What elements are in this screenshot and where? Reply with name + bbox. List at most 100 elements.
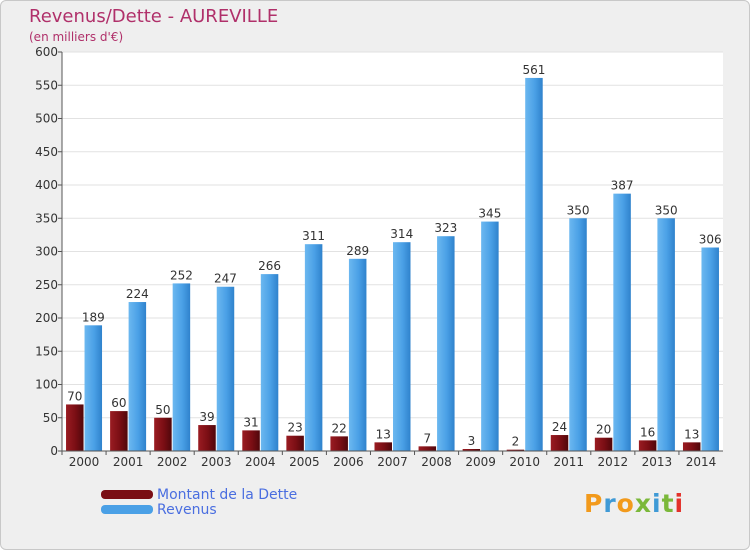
- data-label-revenue: 289: [346, 244, 369, 258]
- data-label-debt: 3: [468, 434, 476, 448]
- y-tick-label: 450: [35, 145, 58, 159]
- proxiti-logo: Proxiti: [584, 489, 685, 518]
- data-label-debt: 7: [423, 431, 431, 445]
- y-tick-label: 600: [35, 45, 58, 59]
- data-label-debt: 16: [640, 425, 655, 439]
- x-tick-label: 2014: [686, 455, 717, 469]
- legend-item-revenue: Revenus: [101, 501, 297, 518]
- bar-revenue: [128, 302, 147, 451]
- legend-label-debt: Montant de la Dette: [157, 486, 298, 503]
- y-tick-label: 100: [35, 378, 58, 392]
- data-label-debt: 50: [155, 403, 170, 417]
- bar-debt: [286, 435, 304, 451]
- bar-revenue: [525, 77, 543, 451]
- data-label-debt: 22: [332, 421, 347, 435]
- bar-debt: [506, 449, 525, 451]
- y-tick-label: 200: [35, 311, 58, 325]
- bar-debt: [594, 437, 613, 451]
- bar-debt: [638, 440, 657, 451]
- y-tick-label: 550: [35, 78, 58, 92]
- bar-revenue: [260, 274, 279, 451]
- data-label-revenue: 314: [390, 227, 413, 241]
- bar-revenue: [348, 258, 367, 451]
- bar-revenue: [701, 247, 719, 451]
- data-label-revenue: 252: [170, 268, 193, 282]
- y-tick-label: 350: [35, 211, 58, 225]
- data-label-revenue: 387: [611, 179, 634, 193]
- data-label-revenue: 189: [82, 310, 105, 324]
- bar-debt: [550, 435, 569, 451]
- data-label-debt: 20: [596, 423, 611, 437]
- bar-revenue: [481, 221, 499, 451]
- y-tick-label: 0: [50, 444, 58, 458]
- y-tick-label: 50: [43, 411, 58, 425]
- x-tick-label: 2013: [642, 455, 673, 469]
- bar-revenue: [437, 236, 455, 451]
- bar-debt: [66, 404, 84, 451]
- data-label-debt: 31: [243, 415, 258, 429]
- data-label-debt: 13: [684, 427, 699, 441]
- y-tick-label: 300: [35, 245, 58, 259]
- data-label-revenue: 266: [258, 259, 281, 273]
- data-label-revenue: 350: [655, 203, 678, 217]
- x-tick-label: 2002: [157, 455, 188, 469]
- data-label-revenue: 561: [522, 63, 545, 77]
- bar-debt: [682, 442, 701, 451]
- bar-revenue: [84, 325, 103, 451]
- bar-debt: [110, 411, 128, 451]
- bar-debt: [462, 449, 481, 451]
- x-tick-label: 2007: [377, 455, 408, 469]
- x-tick-label: 2008: [421, 455, 452, 469]
- bar-debt: [418, 446, 437, 451]
- data-label-revenue: 345: [478, 207, 501, 221]
- x-tick-label: 2001: [113, 455, 144, 469]
- data-label-revenue: 247: [214, 272, 237, 286]
- bar-debt: [242, 430, 260, 451]
- data-label-debt: 70: [67, 389, 82, 403]
- x-tick-label: 2010: [509, 455, 540, 469]
- bar-debt: [154, 417, 172, 451]
- bar-debt: [330, 436, 348, 451]
- y-tick-label: 400: [35, 178, 58, 192]
- data-label-debt: 23: [287, 421, 302, 435]
- data-label-revenue: 224: [126, 287, 149, 301]
- bar-debt: [198, 425, 216, 451]
- x-tick-label: 2011: [553, 455, 584, 469]
- x-tick-label: 2003: [201, 455, 232, 469]
- data-label-revenue: 306: [699, 233, 722, 247]
- bar-revenue: [393, 242, 411, 451]
- data-label-debt: 13: [376, 427, 391, 441]
- bar-revenue: [304, 244, 323, 451]
- x-tick-label: 2004: [245, 455, 276, 469]
- data-label-debt: 24: [552, 420, 567, 434]
- data-label-debt: 60: [111, 396, 126, 410]
- chart-legend: Montant de la Dette Revenus: [101, 486, 298, 518]
- bar-revenue: [172, 283, 191, 451]
- chart-title: Revenus/Dette - AUREVILLE: [29, 6, 279, 27]
- legend-label-revenue: Revenus: [157, 501, 217, 518]
- x-tick-label: 2005: [289, 455, 320, 469]
- data-label-revenue: 311: [302, 229, 325, 243]
- bar-debt: [374, 442, 392, 451]
- bar-revenue: [613, 193, 631, 451]
- x-tick-label: 2006: [333, 455, 364, 469]
- y-tick-label: 150: [35, 344, 58, 358]
- data-label-debt: 39: [199, 410, 214, 424]
- bar-revenue: [657, 218, 675, 451]
- data-label-revenue: 323: [434, 221, 457, 235]
- x-tick-label: 2009: [465, 455, 496, 469]
- data-label-debt: 2: [512, 435, 520, 449]
- bar-revenue: [216, 286, 235, 451]
- y-tick-label: 250: [35, 278, 58, 292]
- legend-swatch-debt: [101, 490, 153, 499]
- x-tick-label: 2000: [69, 455, 100, 469]
- data-label-revenue: 350: [567, 203, 590, 217]
- legend-item-debt: Montant de la Dette: [101, 486, 298, 503]
- bar-revenue: [569, 218, 587, 451]
- chart-subtitle: (en milliers d'€): [29, 30, 124, 44]
- x-tick-label: 2012: [598, 455, 629, 469]
- legend-swatch-revenue: [101, 505, 153, 514]
- y-tick-label: 500: [35, 112, 58, 126]
